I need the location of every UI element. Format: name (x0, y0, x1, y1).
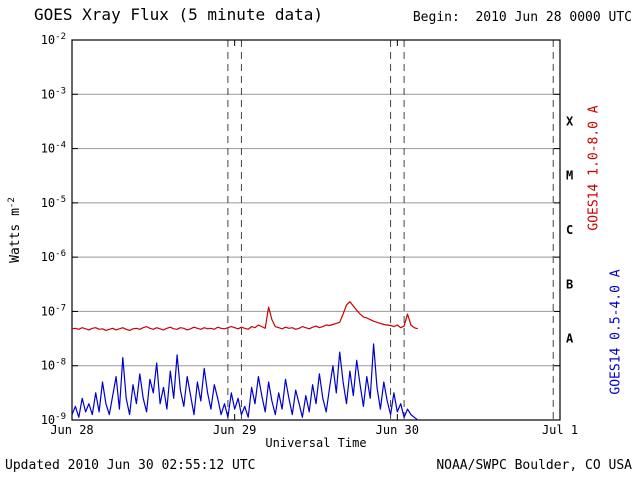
page-title: GOES Xray Flux (5 minute data) (34, 5, 323, 24)
x-tick-label: Jun 30 (376, 423, 419, 437)
x-tick-label: Jul 1 (542, 423, 578, 437)
flare-class-label: M (566, 169, 573, 183)
plot-frame (71, 39, 561, 421)
flare-class-label: C (566, 223, 573, 237)
updated-timestamp: Updated 2010 Jun 30 02:55:12 UTC (5, 458, 256, 473)
series-label-long-band: GOES14 1.0-8.0 A (586, 105, 602, 231)
xray-long-band-series-line (71, 301, 418, 331)
y-tick-label: 10-4 (41, 141, 66, 156)
x-axis-title: Universal Time (265, 436, 367, 450)
y-tick-label: 10-2 (41, 32, 66, 47)
y-tick-label: 10-7 (41, 303, 66, 318)
source-credit: NOAA/SWPC Boulder, CO USA (436, 458, 632, 473)
y-tick-label: 10-8 (41, 358, 66, 373)
y-tick-label: 10-3 (41, 86, 66, 101)
flare-class-label: X (566, 114, 574, 128)
x-tick-label: Jun 28 (50, 423, 93, 437)
flare-class-label: A (566, 332, 574, 346)
y-tick-label: 10-5 (41, 195, 66, 210)
flare-class-label: B (566, 277, 573, 291)
x-tick-label: Jun 29 (213, 423, 256, 437)
series-label-short-band: GOES14 0.5-4.0 A (608, 269, 624, 395)
begin-timestamp-label: Begin: 2010 Jun 28 0000 UTC (412, 10, 632, 25)
y-tick-label: 10-6 (41, 249, 66, 264)
xray-short-band-series-line (71, 343, 419, 421)
